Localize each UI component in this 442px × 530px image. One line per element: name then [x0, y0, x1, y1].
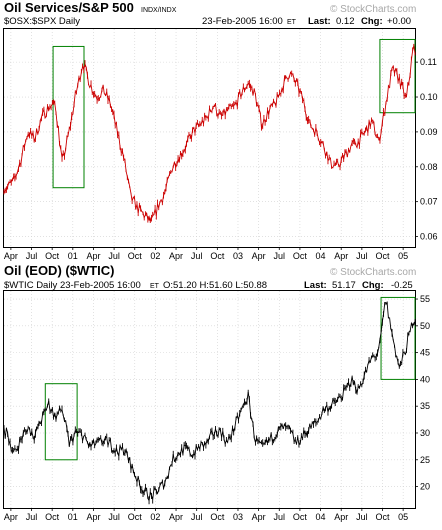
panel2-gridlines	[4, 291, 415, 508]
panel2-highlight-boxes	[44, 296, 416, 461]
x-tick-label: Jul	[274, 512, 286, 522]
x-tick-label: Oct	[293, 251, 308, 261]
x-tick-label: 02	[150, 512, 160, 522]
panel1-highlight-boxes	[52, 38, 416, 189]
panel2-last-value: 51.17	[332, 280, 356, 291]
panel2-title: Oil (EOD) ($WTIC)	[4, 263, 115, 278]
panel1-title: Oil Services/S&P 500	[4, 0, 134, 15]
panel1-last-value: 0.12	[336, 16, 355, 27]
y-tick-label: 0.10	[420, 92, 438, 102]
highlight-box	[380, 296, 416, 380]
x-tick-label: Apr	[86, 512, 100, 522]
y-tick-label: 0.11	[420, 57, 437, 67]
x-tick-label: Apr	[4, 512, 18, 522]
y-tick-label: 0.06	[420, 232, 438, 242]
x-tick-label: Apr	[169, 251, 183, 261]
panel2-chg-label: Chg:	[362, 280, 384, 291]
x-tick-label: 04	[316, 251, 326, 261]
x-tick-label: Oct	[45, 251, 60, 261]
x-tick-label: Apr	[334, 251, 348, 261]
x-tick-label: 03	[233, 251, 243, 261]
x-tick-label: Apr	[169, 512, 183, 522]
panel2-watermark: © StockCharts.com	[330, 267, 416, 278]
panel2-series	[3, 301, 416, 505]
x-tick-label: 01	[68, 251, 78, 261]
x-tick-label: Apr	[334, 512, 348, 522]
x-tick-label: Oct	[375, 251, 390, 261]
x-tick-label: Jul	[26, 512, 38, 522]
y-tick-label: 0.08	[420, 162, 438, 172]
panel2-last-label: Last:	[304, 280, 327, 291]
x-tick-label: Apr	[252, 512, 266, 522]
panel1-date: 23-Feb-2005 16:00	[202, 16, 283, 27]
x-tick-label: 05	[398, 251, 408, 261]
x-tick-label: Jul	[108, 512, 120, 522]
x-tick-label: Jul	[26, 251, 38, 261]
panel1-symbol-line: $OSX:$SPX Daily	[4, 16, 80, 27]
panel1-series	[3, 43, 416, 223]
panel1-chg-value: +0.00	[387, 16, 411, 27]
x-tick-label: Oct	[293, 512, 308, 522]
x-tick-label: Jul	[356, 251, 368, 261]
x-tick-label: 02	[150, 251, 160, 261]
panel2-y-axis: 55 50 45 40 35 30 25 20	[415, 294, 430, 492]
panel1-x-axis: Apr Jul Oct 01 Apr Jul Oct 02 Apr Jul Oct 03 Apr Jul O…	[4, 247, 408, 261]
highlight-box	[44, 383, 78, 461]
panel2-plot-frame	[3, 290, 416, 509]
panel2-x-axis: Apr Jul Oct 01 Apr Jul Oct 02 Apr Jul Oct 03 Apr Jul O…	[4, 508, 408, 522]
highlight-box	[379, 38, 416, 114]
highlight-box	[52, 45, 85, 189]
x-tick-label: 05	[398, 512, 408, 522]
panel1-last-label: Last:	[308, 16, 331, 27]
panel1-y-axis: 0.11 0.10 0.09 0.08 0.07 0.06	[415, 57, 438, 242]
y-tick-label: 55	[420, 294, 430, 304]
x-tick-label: Jul	[274, 251, 286, 261]
y-tick-label: 50	[420, 321, 430, 331]
y-tick-label: 20	[420, 482, 430, 492]
y-tick-label: 0.09	[420, 127, 438, 137]
x-tick-label: Oct	[375, 512, 390, 522]
panel1-exchange: INDX/INDX	[141, 7, 177, 14]
x-tick-label: Oct	[210, 512, 225, 522]
x-tick-label: Jul	[108, 251, 120, 261]
panel1-date-tz: ET	[287, 19, 297, 26]
panel1-plot-frame	[3, 28, 416, 248]
x-tick-label: Oct	[128, 251, 143, 261]
x-tick-label: Oct	[45, 512, 60, 522]
y-tick-label: 45	[420, 348, 430, 358]
x-tick-label: Oct	[128, 512, 143, 522]
x-tick-label: 04	[316, 512, 326, 522]
price-line	[3, 301, 416, 502]
panel1-watermark: © StockCharts.com	[330, 4, 416, 15]
y-tick-label: 35	[420, 401, 430, 411]
panel2-chg-value: -0.25	[391, 280, 413, 291]
panel2-symbol-tz: ET	[150, 283, 160, 290]
panel2-symbol-line: $WTIC Daily 23-Feb-2005 16:00	[4, 280, 141, 291]
x-tick-label: Jul	[191, 512, 203, 522]
price-line	[3, 45, 416, 223]
x-tick-label: Jul	[191, 251, 203, 261]
x-tick-label: Jul	[356, 512, 368, 522]
y-tick-label: 25	[420, 455, 430, 465]
x-tick-label: Oct	[210, 251, 225, 261]
y-tick-label: 0.07	[420, 197, 438, 207]
panel1-chg-label: Chg:	[361, 16, 383, 27]
panel1-gridlines	[4, 29, 415, 247]
x-tick-label: Apr	[252, 251, 266, 261]
y-tick-label: 40	[420, 374, 430, 384]
x-tick-label: 01	[68, 512, 78, 522]
x-tick-label: Apr	[86, 251, 100, 261]
x-tick-label: Apr	[4, 251, 18, 261]
x-tick-label: 03	[233, 512, 243, 522]
y-tick-label: 30	[420, 428, 430, 438]
panel2-ohlc: O:51.20 H:51.60 L:50.88	[163, 280, 267, 291]
